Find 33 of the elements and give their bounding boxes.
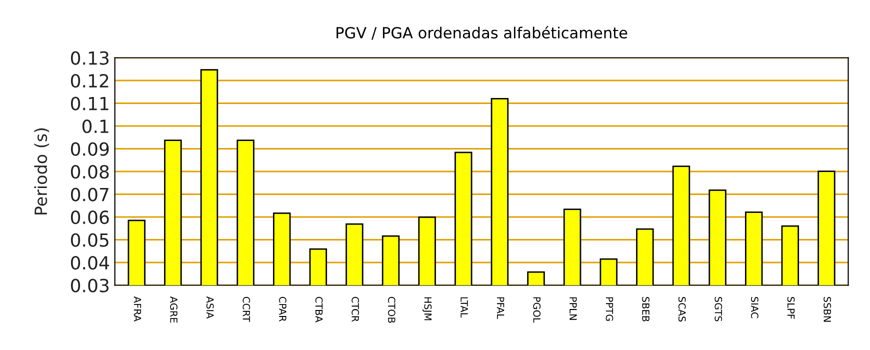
x-tick-label: AFRA xyxy=(134,296,142,322)
chart-title: PGV / PGA ordenadas alfabéticamente xyxy=(336,26,628,40)
x-tick-label: PPLN xyxy=(570,297,577,320)
x-tick-label: ASIA xyxy=(206,296,214,319)
x-tick-label: CTOB xyxy=(388,296,396,323)
y-tick-label: 0.04 xyxy=(70,256,109,270)
x-tick-label: CTBA xyxy=(315,296,323,322)
x-tick-label: SGTS xyxy=(714,297,722,322)
x-tick-label: SIAC xyxy=(751,297,758,318)
y-tick-label: 0.12 xyxy=(70,74,108,88)
y-tick-label: 0.08 xyxy=(70,164,109,179)
x-tick-label: SBEB xyxy=(642,297,650,322)
x-tick-label: CTCR xyxy=(352,296,359,322)
y-tick-label: 0.11 xyxy=(70,96,108,110)
x-tick-label: SLPF xyxy=(787,297,795,319)
x-tick-label: CPAR xyxy=(279,296,286,322)
y-tick-label: 0.09 xyxy=(70,142,109,156)
y-axis-title: Periodo (s) xyxy=(34,128,50,214)
x-tick-label: LTAL xyxy=(460,297,468,318)
x-tick-label: HSJM xyxy=(422,297,432,320)
y-tick-label: 0.06 xyxy=(70,210,109,224)
x-tick-label: AGRE xyxy=(170,296,178,323)
y-tick-label: 0.03 xyxy=(70,278,109,292)
y-tick-label: 0.07 xyxy=(70,188,108,202)
x-tick-label: PPTG xyxy=(606,297,614,321)
y-tick-label: 0.05 xyxy=(70,233,108,247)
x-tick-label: SSBN xyxy=(824,297,831,322)
x-tick-label: PGOL xyxy=(533,297,541,323)
x-tick-label: CCRT xyxy=(242,296,250,322)
y-tick-label: 0.13 xyxy=(70,51,109,65)
x-tick-label: SCAS xyxy=(678,297,686,322)
y-tick-label: 0.1 xyxy=(82,119,108,134)
x-tick-label: PFAL xyxy=(497,297,504,319)
